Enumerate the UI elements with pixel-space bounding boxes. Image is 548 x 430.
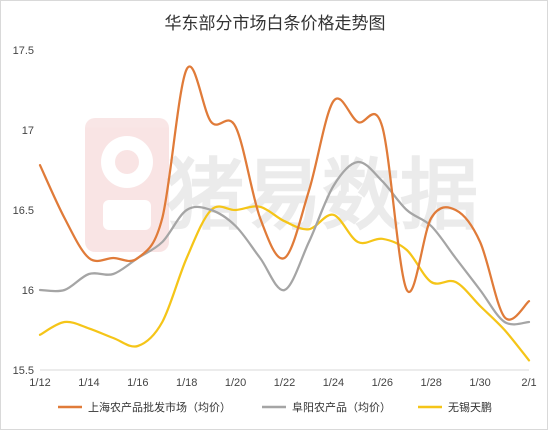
y-tick-label: 16 bbox=[22, 285, 34, 297]
x-tick-label: 1/14 bbox=[78, 377, 99, 389]
legend-label: 上海农产品批发市场（均价） bbox=[88, 400, 231, 414]
x-tick-label: 1/30 bbox=[469, 377, 490, 389]
x-tick-label: 1/12 bbox=[29, 377, 50, 389]
y-tick-label: 15.5 bbox=[13, 365, 34, 377]
series-line-3 bbox=[38, 205, 531, 362]
axes: 15.5 16 16.5 17 17.5 1/12 1/14 1/16 1/18 1/20 1/22… bbox=[13, 45, 537, 389]
y-tick-label: 16.5 bbox=[13, 205, 34, 217]
legend-label: 无锡天鹏 bbox=[448, 400, 492, 414]
y-tick-label: 17.5 bbox=[13, 45, 34, 57]
watermark-text: 猪易数据 bbox=[166, 151, 478, 241]
series-line-1 bbox=[38, 65, 531, 321]
y-tick-label: 17 bbox=[22, 125, 34, 137]
legend: 上海农产品批发市场（均价） 阜阳农产品（均价） 无锡天鹏 bbox=[58, 400, 492, 414]
x-tick-label: 1/20 bbox=[225, 377, 246, 389]
legend-label: 阜阳农产品（均价） bbox=[292, 400, 391, 414]
x-tick-label: 1/16 bbox=[127, 377, 148, 389]
x-tick-label: 1/28 bbox=[420, 377, 441, 389]
x-tick-label: 1/18 bbox=[176, 377, 197, 389]
x-tick-label: 1/26 bbox=[372, 377, 393, 389]
x-tick-label: 1/24 bbox=[323, 377, 344, 389]
watermark-logo bbox=[85, 118, 169, 252]
series-line-2 bbox=[38, 160, 531, 326]
series-lines bbox=[38, 65, 531, 362]
watermark: 猪易数据 bbox=[85, 118, 478, 252]
chart-title: 华东部分市场白条价格走势图 bbox=[164, 14, 386, 34]
x-tick-label: 2/1 bbox=[521, 377, 536, 389]
x-tick-label: 1/22 bbox=[274, 377, 295, 389]
